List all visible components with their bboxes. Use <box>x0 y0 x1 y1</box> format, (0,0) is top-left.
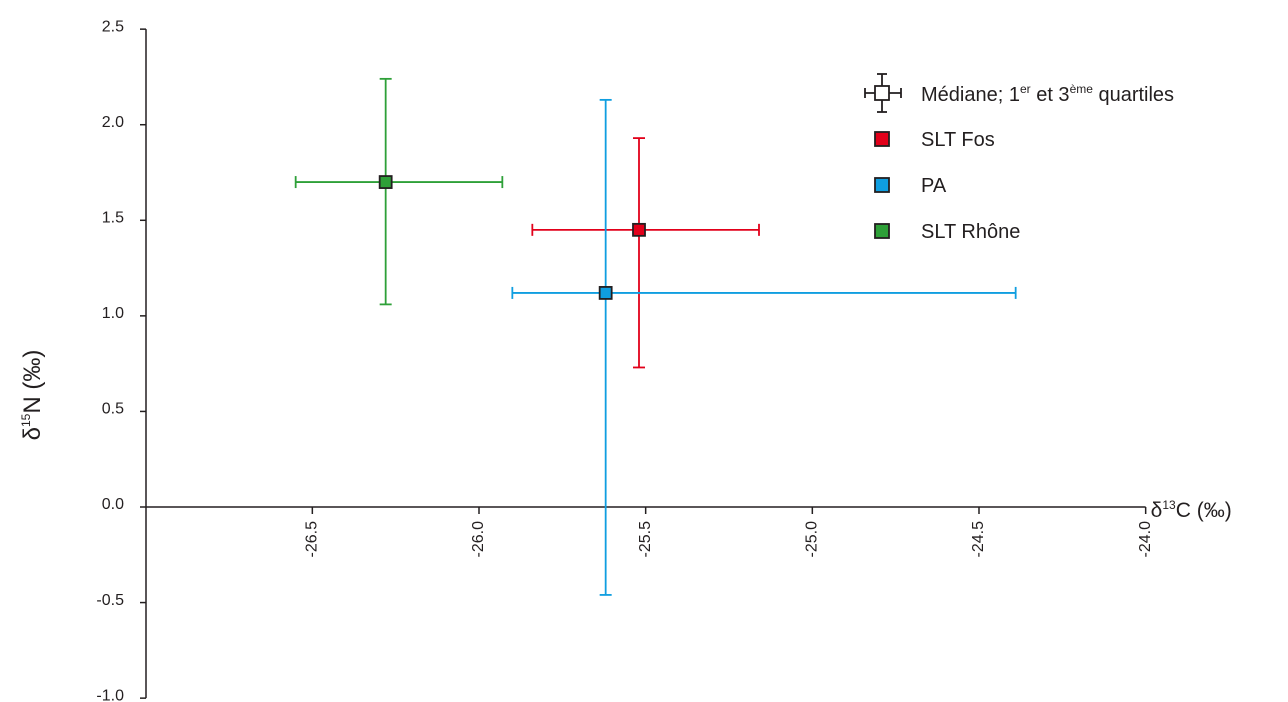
legend-header-sup: ème <box>1070 82 1094 96</box>
y-tick-label: -0.5 <box>96 592 124 609</box>
median-point <box>378 175 393 189</box>
x-tick-label: -26.0 <box>470 521 487 558</box>
median-point <box>632 222 646 237</box>
y-tick-label: 0.0 <box>102 496 124 513</box>
legend-header-sup: er <box>1020 82 1031 96</box>
legend-header-text: quartiles <box>1093 84 1174 106</box>
y-axis-title-main: N (‰) <box>19 350 46 414</box>
median-point <box>598 286 613 300</box>
y-axis-title-sup: 15 <box>19 413 33 427</box>
y-axis-title: δ15N (‰) <box>19 350 46 441</box>
y-tick-label: -1.0 <box>96 687 124 702</box>
x-axis-title-sup: 13 <box>1162 498 1176 512</box>
x-tick-label: -24.5 <box>970 521 987 558</box>
legend-symbol-square <box>874 85 890 101</box>
x-tick-label: -25.0 <box>804 521 821 558</box>
x-axis-title-prefix: δ <box>1151 499 1163 522</box>
legend-item: SLT Rhône <box>874 221 1020 243</box>
y-tick-label: 1.0 <box>102 305 124 322</box>
legend-swatch <box>874 131 890 147</box>
legend-item: SLT Fos <box>874 129 995 151</box>
axes: -26.5 -26.0 -25.5 -25.0 -24.5 -24.0 2.5 2.0 1.5 1… <box>19 18 1232 702</box>
legend-label: PA <box>921 175 947 197</box>
y-tick-label: 1.5 <box>102 210 124 227</box>
x-axis-title: δ13C (‰) <box>1151 498 1232 522</box>
series-slt-fos <box>531 137 760 369</box>
x-tick-label: -24.0 <box>1137 521 1154 558</box>
y-axis-title-prefix: δ <box>19 427 46 440</box>
legend-header: Médiane; 1er et 3ème quartiles <box>921 82 1174 106</box>
x-tick-label: -26.5 <box>304 521 321 558</box>
legend-swatch <box>874 223 890 239</box>
x-axis-title-main: C (‰) <box>1176 499 1232 522</box>
legend-swatch <box>874 177 890 193</box>
legend-header-text: Médiane; 1 <box>921 84 1020 106</box>
y-tick-label: 0.5 <box>102 401 124 418</box>
legend-item: PA <box>874 175 947 197</box>
legend-label: SLT Rhône <box>921 221 1020 243</box>
y-tick-label: 2.0 <box>102 114 124 131</box>
legend: Médiane; 1er et 3ème quartiles SLT Fos PA S… <box>864 73 1174 243</box>
legend-header-text: et 3 <box>1031 84 1070 106</box>
series-pa <box>511 98 1017 596</box>
legend-median-symbol <box>864 73 902 113</box>
series-slt-rhône <box>294 77 504 306</box>
y-tick-label: 2.5 <box>102 18 124 35</box>
legend-label: SLT Fos <box>921 129 995 151</box>
series-layer <box>294 77 1017 596</box>
x-tick-label: -25.5 <box>637 521 654 558</box>
